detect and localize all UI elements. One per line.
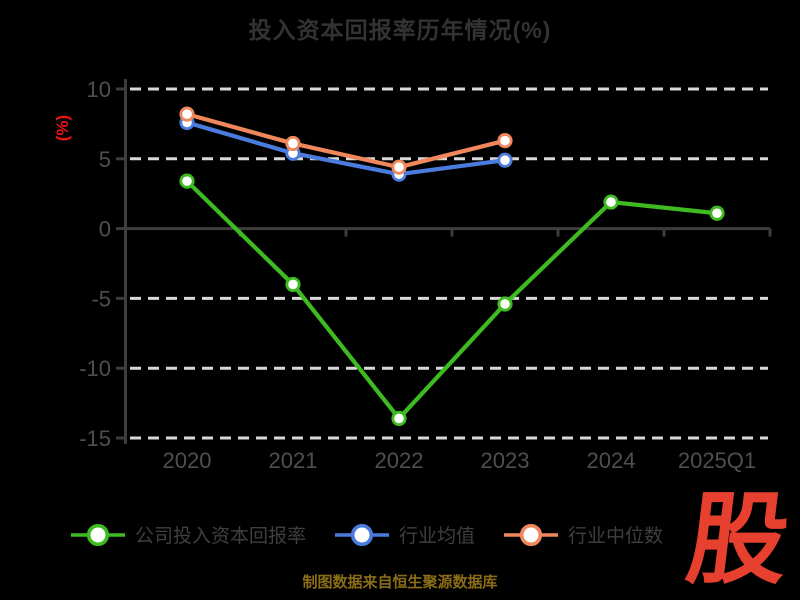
data-point <box>497 296 513 312</box>
legend-item-0: 公司投入资本回报率 <box>70 521 306 548</box>
chart-legend: 公司投入资本回报率 行业均值 行业中位数 <box>70 521 663 548</box>
chart-title: 投入资本回报率历年情况(%) <box>248 17 552 43</box>
series-line-2 <box>184 112 508 170</box>
series-line-1 <box>184 120 508 177</box>
data-point <box>497 152 513 168</box>
legend-item-1: 行业均值 <box>334 521 475 548</box>
x-tick-label: 2023 <box>481 448 530 473</box>
x-tick-label: 2024 <box>587 448 636 473</box>
y-tick-label: 5 <box>99 147 111 172</box>
stock-brand-logo: 股 <box>681 484 795 596</box>
data-point <box>391 410 407 427</box>
data-point <box>709 205 725 221</box>
legend-marker-icon <box>504 523 559 546</box>
data-point <box>391 159 407 175</box>
legend-marker-icon <box>335 523 390 546</box>
y-tick-label: 0 <box>99 217 111 242</box>
y-tick-label: 10 <box>87 77 111 102</box>
data-point <box>603 194 619 210</box>
y-tick-label: -15 <box>79 426 111 451</box>
legend-item-2: 行业中位数 <box>503 521 663 548</box>
legend-marker-icon <box>71 523 125 546</box>
series-line-0 <box>184 179 720 421</box>
y-tick-label: -10 <box>79 356 111 381</box>
legend-label: 行业中位数 <box>568 526 664 547</box>
data-point <box>285 135 301 152</box>
data-source-caption: 制图数据来自恒生聚源数据库 <box>302 574 498 591</box>
x-tick-label: 2022 <box>375 448 424 473</box>
data-point <box>179 173 195 189</box>
y-tick-label: -5 <box>91 286 111 311</box>
legend-label: 公司投入资本回报率 <box>135 526 307 547</box>
data-point <box>497 133 513 149</box>
x-tick-label: 2025Q1 <box>678 448 756 473</box>
roic-line-chart: 10 5 0 -5 -10 -15 2020 2021 2022 2023 2024 2025Q1 (%… <box>53 77 772 473</box>
y-axis-unit-label: (%) <box>53 115 72 141</box>
x-tick-label: 2021 <box>269 448 318 473</box>
x-tick-label: 2020 <box>163 448 212 473</box>
legend-label: 行业均值 <box>399 526 476 547</box>
data-point <box>285 276 301 293</box>
data-point <box>179 106 195 122</box>
